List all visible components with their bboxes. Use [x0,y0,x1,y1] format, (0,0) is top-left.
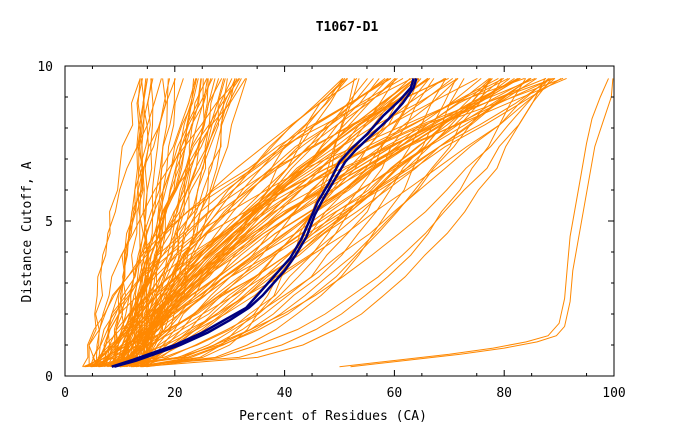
chart-title: T1067-D1 [316,20,379,35]
model-curve [113,77,564,367]
model-curve [120,78,345,368]
x-tick-label: 40 [277,386,293,401]
highlight-curve [111,78,415,368]
model-curve [140,78,546,368]
model-curve [113,78,550,368]
plot-lines [82,77,614,368]
x-tick-label: 20 [167,386,183,401]
model-curve [114,78,435,368]
model-curve [129,77,520,367]
model-curve [90,78,493,368]
model-curve [112,78,176,367]
model-curve [93,78,141,367]
x-tick-label: 100 [602,386,625,401]
model-curve [115,77,505,368]
model-curve [107,78,238,368]
model-curve [88,77,412,367]
outlier-curve [350,78,614,368]
model-curve [94,78,530,368]
y-tick-label: 10 [37,60,53,75]
y-axis-label: Distance Cutoff, A [20,161,35,302]
model-curve [95,77,537,368]
model-curve [129,77,532,368]
model-curve [138,78,202,368]
model-curve [108,78,148,367]
model-curve [91,78,457,368]
model-curve [136,78,144,367]
model-curve [136,77,515,367]
model-curve [119,78,167,367]
highlight-curve [114,78,418,368]
x-tick-label: 80 [496,386,512,401]
model-curve [83,78,482,368]
model-curve [141,78,550,368]
model-curve [136,78,503,368]
model-curve [119,78,527,368]
x-axis-label: Percent of Residues (CA) [239,409,427,424]
x-axis-ticks: 0 20 40 60 80 100 [61,66,626,401]
model-curve [118,78,242,367]
model-curve [142,78,149,367]
model-curve [116,78,143,367]
model-curve [142,78,348,367]
y-tick-label: 5 [45,215,53,230]
model-curve [146,78,553,368]
outlier-curve [339,78,609,368]
model-curve [85,78,396,368]
model-curve [141,78,204,367]
model-curve [111,78,556,368]
y-tick-label: 0 [45,370,53,385]
model-curve [119,78,447,368]
model-curve [99,78,247,367]
model-curve [145,77,404,367]
y-axis-ticks: 0 5 10 [37,60,614,385]
model-curve [101,77,428,367]
x-tick-label: 60 [387,386,403,401]
model-curve [134,78,422,368]
model-curve [82,77,392,367]
x-tick-label: 0 [61,386,69,401]
model-curve [86,78,216,368]
model-curve [135,77,567,367]
